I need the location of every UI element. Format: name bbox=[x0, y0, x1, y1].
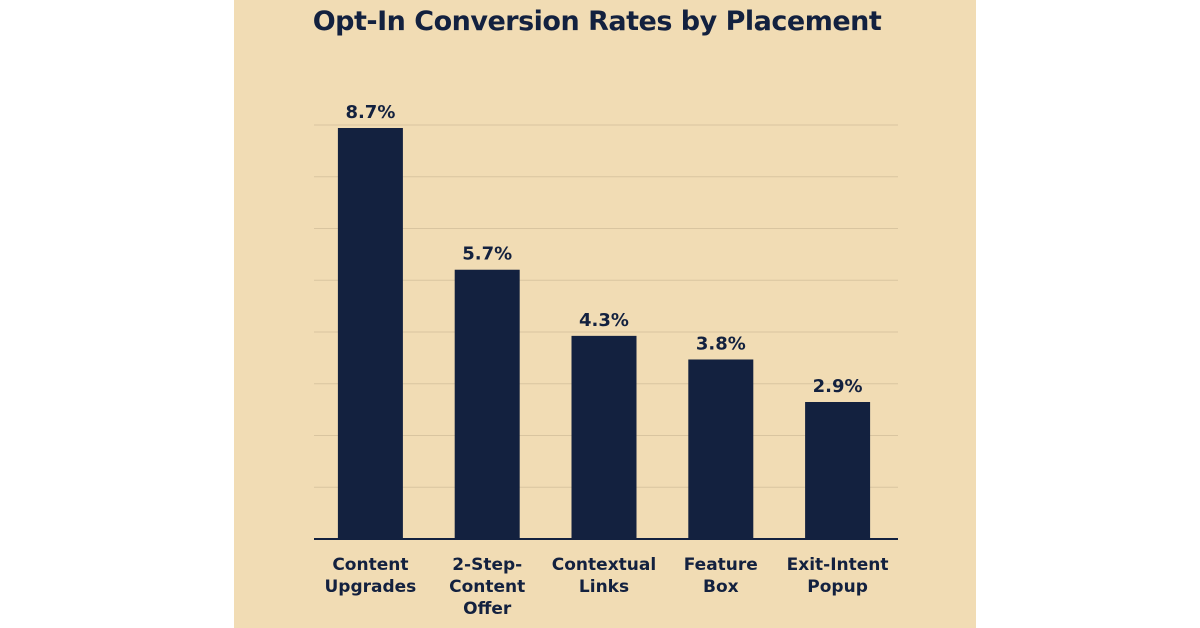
bar-value-label: 8.7% bbox=[345, 102, 395, 123]
chart-title: Opt-In Conversion Rates by Placement bbox=[312, 6, 882, 37]
bar-value-label: 3.8% bbox=[696, 333, 746, 354]
x-tick-labels: Content Upgrades 2-Step-Content Offer Contex… bbox=[324, 555, 888, 619]
bar bbox=[805, 402, 871, 539]
x-tick-label: Exit-Intent Popup bbox=[787, 555, 889, 597]
bar-value-label: 5.7% bbox=[462, 244, 512, 265]
bar bbox=[454, 269, 520, 539]
bar bbox=[688, 359, 754, 539]
bar-value-label: 4.3% bbox=[579, 310, 629, 331]
bars bbox=[337, 128, 871, 539]
bar bbox=[571, 335, 637, 539]
x-tick-label: 2-Step-Content Offer bbox=[449, 555, 525, 619]
x-tick-label: Content Upgrades bbox=[324, 555, 416, 597]
bar bbox=[337, 128, 403, 539]
x-tick-label: Feature Box bbox=[684, 555, 758, 597]
value-labels: 8.7% 5.7% 4.3% 3.8% 2.9% bbox=[345, 102, 862, 397]
x-tick-label: Contextual Links bbox=[552, 555, 656, 597]
bar-value-label: 2.9% bbox=[813, 376, 863, 397]
